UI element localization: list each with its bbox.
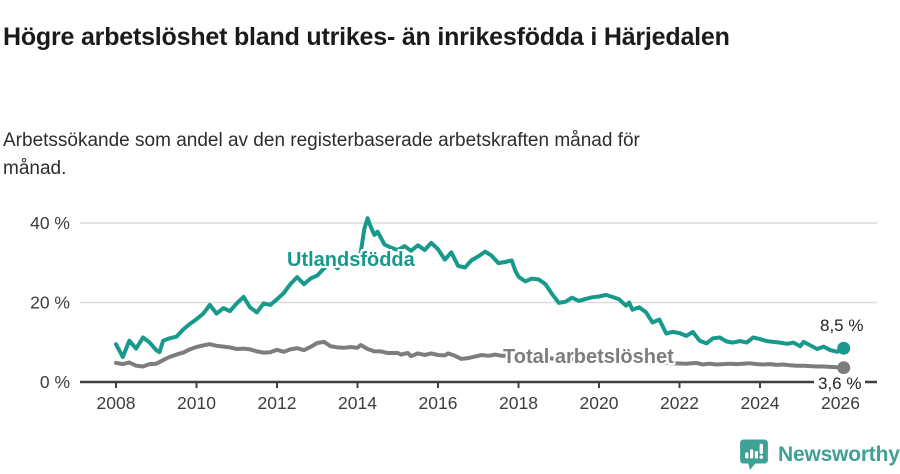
newsworthy-brand-text: Newsworthy (778, 442, 900, 466)
series-label-total-arbetsloshet: Total arbetslöshet (503, 346, 674, 368)
newsworthy-logo-icon (739, 438, 769, 471)
chart-subtitle: Arbetssökande som andel av den registerb… (3, 130, 640, 179)
x-axis-tick-label: 2010 (177, 393, 216, 413)
x-axis-tick-label: 2022 (660, 393, 699, 413)
x-axis-tick-label: 2024 (741, 393, 780, 413)
y-axis-tick-label: 0 % (40, 372, 70, 392)
y-axis-tick-label: 20 % (30, 293, 70, 313)
x-axis-tick-label: 2014 (338, 393, 377, 413)
series-line-0 (114, 216, 846, 359)
x-axis-tick-label: 2020 (580, 393, 619, 413)
x-axis-tick-label: 2026 (821, 393, 860, 413)
end-value-label-total: 3,6 % (814, 374, 866, 394)
y-axis-tick-label: 40 % (30, 213, 70, 233)
series-label-utlandsfodda: Utlandsfödda (287, 249, 415, 271)
x-axis-tick-label: 2012 (258, 393, 297, 413)
series-line-1 (114, 339, 846, 370)
series-end-dot-1 (837, 361, 851, 375)
newsworthy-brand-link[interactable]: Newsworthy (739, 438, 900, 471)
end-value-label-utlandsfodda: 8,5 % (820, 316, 864, 335)
x-axis-tick-label: 2008 (97, 393, 136, 413)
x-axis-tick-label: 2018 (499, 393, 538, 413)
x-axis-tick-label: 2016 (419, 393, 458, 413)
series-end-dot-0 (837, 341, 851, 355)
chart-title: Högre arbetslöshet bland utrikes- än inr… (3, 22, 730, 51)
